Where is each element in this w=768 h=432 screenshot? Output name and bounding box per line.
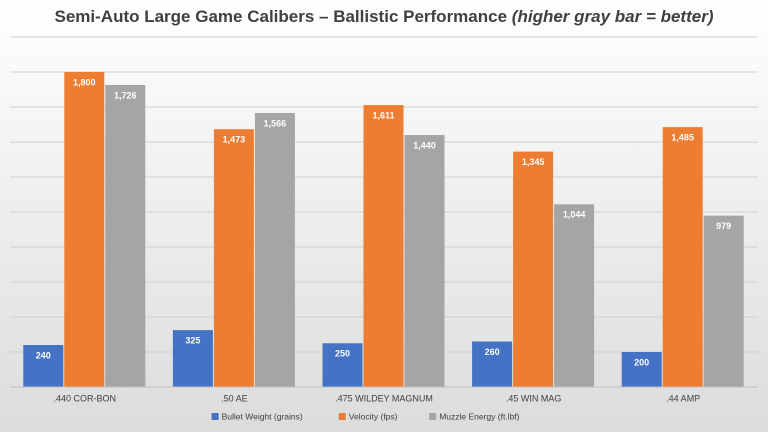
bar <box>363 105 404 387</box>
data-label: 1,044 <box>563 210 586 220</box>
bar <box>472 341 513 387</box>
title: Semi-Auto Large Game Calibers – Ballisti… <box>55 7 508 26</box>
data-label: 1,726 <box>114 90 137 100</box>
data-label: 1,485 <box>671 133 694 143</box>
data-label: 200 <box>634 357 649 367</box>
data-label: 240 <box>36 350 51 360</box>
data-label: 1,566 <box>264 118 287 128</box>
bar <box>254 112 295 387</box>
data-label: 260 <box>485 347 500 357</box>
bar <box>64 72 105 387</box>
legend-swatch <box>429 413 437 420</box>
x-tick-label: .44 AMP <box>666 393 700 403</box>
data-label: 1,611 <box>372 110 394 120</box>
data-label: 325 <box>185 336 200 346</box>
chart-title: Semi-Auto Large Game Calibers – Ballisti… <box>55 7 714 26</box>
bar <box>513 151 554 387</box>
data-label: 250 <box>335 349 350 359</box>
legend-label: Muzzle Energy (ft.lbf) <box>439 411 519 421</box>
bar <box>322 343 363 387</box>
bar <box>213 129 254 387</box>
bar <box>554 204 595 387</box>
x-tick-label: .50 AE <box>221 393 248 403</box>
legend-label: Bullet Weight (grains) <box>222 411 303 421</box>
data-label: 1,473 <box>223 135 246 145</box>
data-label: 1,800 <box>73 77 96 87</box>
data-label: 1,440 <box>413 140 436 150</box>
legend-label: Velocity (fps) <box>349 411 398 421</box>
bar <box>23 345 64 387</box>
x-tick-label: .475 WILDEY MAGNUM <box>335 393 433 403</box>
bar <box>404 135 445 387</box>
bar <box>105 84 146 387</box>
bar <box>662 127 703 387</box>
data-label: 1,345 <box>522 157 545 167</box>
subtitle: (higher gray bar = better) <box>512 7 714 26</box>
x-tick-label: .440 COR-BON <box>54 393 117 403</box>
data-label: 979 <box>716 221 731 231</box>
x-tick-label: .45 WIN MAG <box>506 393 562 403</box>
bar <box>703 215 744 387</box>
bar <box>621 352 662 387</box>
legend-swatch <box>338 413 346 420</box>
bar <box>172 330 213 387</box>
legend-swatch <box>211 413 219 420</box>
